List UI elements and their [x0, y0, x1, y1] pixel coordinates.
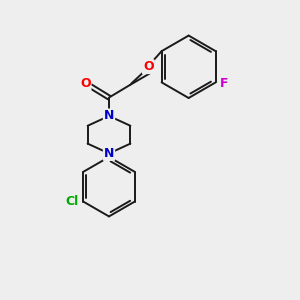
Text: Cl: Cl	[65, 195, 79, 208]
Text: O: O	[80, 77, 91, 90]
Text: N: N	[104, 147, 114, 160]
Text: O: O	[143, 60, 154, 73]
Text: F: F	[220, 77, 228, 90]
Text: N: N	[104, 110, 114, 122]
